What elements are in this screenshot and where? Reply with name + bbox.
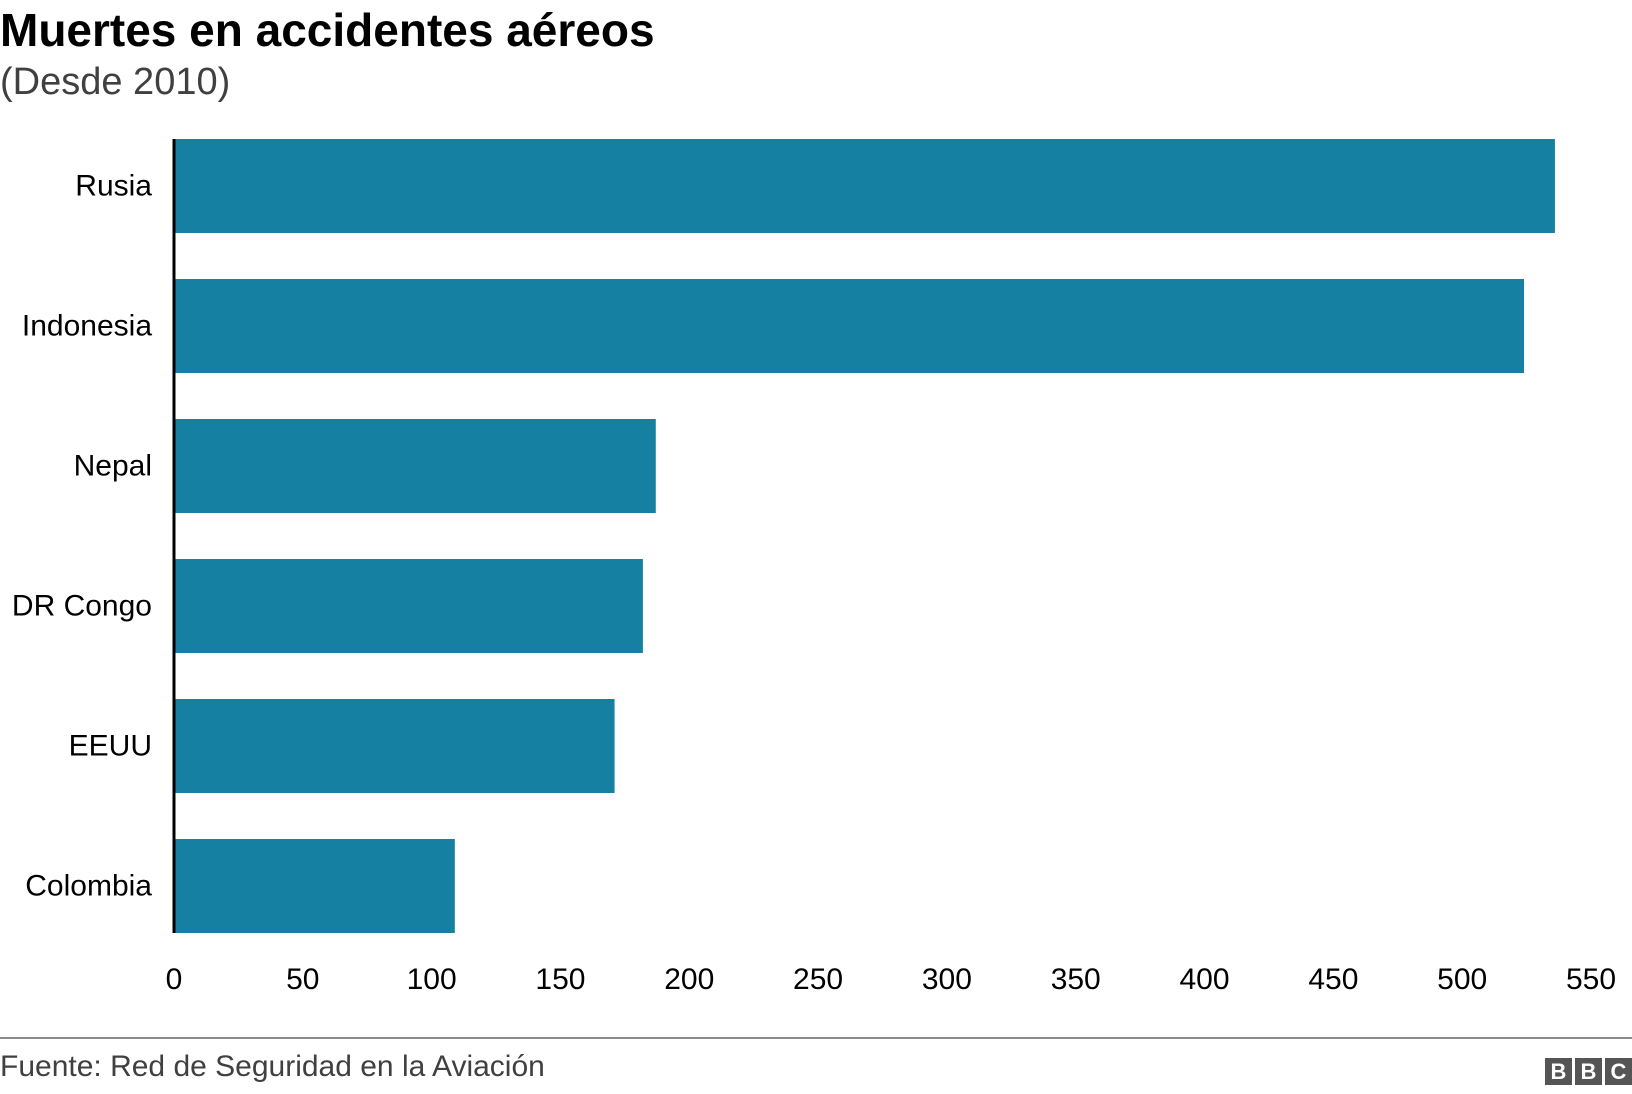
- x-tick-label: 550: [1566, 963, 1616, 996]
- x-tick-label: 350: [1051, 963, 1101, 996]
- logo-letter-2: B: [1575, 1058, 1602, 1085]
- x-tick-label: 400: [1180, 963, 1230, 996]
- category-label: Colombia: [25, 870, 152, 903]
- x-tick-labels: 0 50 100 150 200 250 300 350 400 450 500 550: [166, 963, 1616, 996]
- bar-nepal: [174, 419, 656, 513]
- bar-eeuu: [174, 699, 615, 793]
- bar-indonesia: [174, 279, 1525, 373]
- category-label: DR Congo: [12, 590, 152, 623]
- x-tick-label: 300: [922, 963, 972, 996]
- x-tick-label: 50: [286, 963, 319, 996]
- category-label: EEUU: [69, 730, 152, 763]
- bars-layer: [174, 139, 1555, 933]
- bar-rusia: [174, 139, 1555, 233]
- bar-dr-congo: [174, 559, 643, 653]
- category-labels: Rusia Indonesia Nepal DR Congo EEUU Colombia: [12, 170, 152, 903]
- category-label: Nepal: [74, 450, 152, 483]
- x-tick-label: 150: [535, 963, 585, 996]
- category-label: Indonesia: [22, 310, 152, 343]
- chart-subtitle: (Desde 2010): [0, 61, 231, 103]
- x-tick-label: 500: [1437, 963, 1487, 996]
- bar-colombia: [174, 839, 455, 933]
- x-tick-label: 450: [1308, 963, 1358, 996]
- source-note: Fuente: Red de Seguridad en la Aviación: [0, 1050, 545, 1083]
- footer-divider: [0, 1037, 1632, 1039]
- x-tick-label: 100: [407, 963, 457, 996]
- logo-letter-3: C: [1605, 1058, 1632, 1085]
- x-tick-label: 200: [664, 963, 714, 996]
- bbc-logo: B B C: [1545, 1058, 1632, 1085]
- category-label: Rusia: [75, 170, 152, 203]
- chart-title: Muertes en accidentes aéreos: [0, 4, 655, 56]
- x-tick-label: 250: [793, 963, 843, 996]
- logo-letter-1: B: [1545, 1058, 1572, 1085]
- x-tick-label: 0: [166, 963, 183, 996]
